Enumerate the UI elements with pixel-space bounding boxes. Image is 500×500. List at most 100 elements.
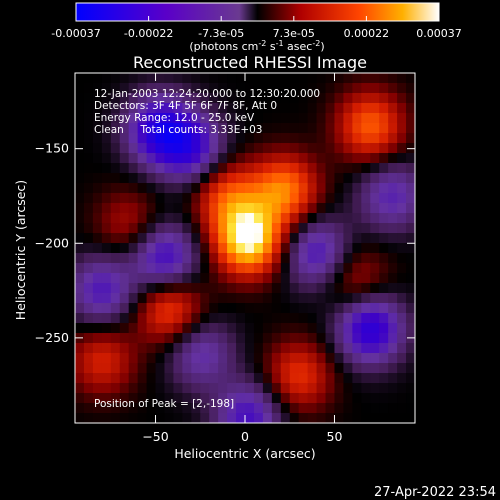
heatmap-cell [119,353,130,364]
heatmap-cell [236,183,246,194]
heatmap-cell [307,383,318,394]
colorbar-tick-label: -7.3e-05 [198,27,244,40]
heatmap-cell [334,343,345,354]
heatmap-cell [83,263,94,274]
heatmap-cell [200,283,210,294]
heatmap-cell [83,173,94,184]
heatmap-cell [182,283,192,294]
heatmap-cell [253,263,264,274]
heatmap-cell [182,163,192,174]
heatmap-cell [101,223,112,234]
heatmap-cell [92,413,103,423]
heatmap-cell [352,203,362,214]
heatmap-cell [334,133,345,144]
heatmap-cell [361,313,371,324]
heatmap-cell [164,213,175,224]
heatmap-cell [164,283,175,294]
heatmap-cell [262,313,273,324]
heatmap-cell [101,193,112,204]
heatmap-cell [110,293,121,304]
heatmap-cell [280,293,291,304]
heatmap-cell [289,373,300,384]
heatmap-cell [352,223,362,234]
heatmap-cell [227,173,237,184]
heatmap-cell [307,203,318,214]
heatmap-cell [352,363,362,374]
heatmap-cell [352,293,362,304]
heatmap-cell [289,83,300,94]
heatmap-cell [92,313,103,324]
heatmap-cell [101,253,112,264]
heatmap-cell [236,393,246,404]
heatmap-cell [307,233,318,244]
heatmap-cell [334,403,345,414]
heatmap-cell [262,133,273,144]
heatmap-cell [119,233,130,244]
heatmap-cell [236,123,246,134]
heatmap-cell [361,183,371,194]
heatmap-cell [406,253,415,264]
heatmap-cell [236,223,246,234]
heatmap-cell [343,133,353,144]
heatmap-cell [352,263,362,274]
heatmap-cell [325,83,336,94]
heatmap-cell [128,93,139,104]
heatmap-cell [245,163,255,174]
heatmap-cell [388,213,398,224]
heatmap-cell [343,373,353,384]
heatmap-cell [101,403,112,414]
heatmap-cell [236,243,246,254]
heatmap-cell [397,303,407,314]
heatmap-cell [75,253,85,264]
heatmap-cell [191,273,201,284]
heatmap-cell [361,353,371,364]
heatmap-cell [209,253,219,264]
heatmap-cell [245,383,255,394]
heatmap-cell [271,93,282,104]
heatmap-cell [146,93,157,104]
heatmap-cell [83,123,94,134]
heatmap-cell [307,273,318,284]
heatmap-cell [209,103,219,114]
heatmap-cell [227,403,237,414]
heatmap-cell [209,403,219,414]
heatmap-cell [397,163,407,174]
heatmap-cell [200,153,210,164]
heatmap-cell [236,273,246,284]
heatmap-cell [379,353,389,364]
heatmap-cell [316,243,327,254]
heatmap-cell [388,413,398,423]
heatmap-cell [128,363,139,374]
heatmap-cell [92,393,103,404]
heatmap-cell [182,373,192,384]
heatmap-cell [271,393,282,404]
heatmap-cell [316,393,327,404]
heatmap-cell [110,403,121,414]
heatmap-cell [218,413,228,423]
heatmap-cell [137,173,148,184]
heatmap-cell [101,123,112,134]
heatmap-cell [128,343,139,354]
heatmap-cell [379,203,389,214]
heatmap-cell [343,223,353,234]
heatmap-cell [370,133,380,144]
heatmap-cell [83,103,94,114]
heatmap-cell [280,83,291,94]
heatmap-cell [92,163,103,174]
heatmap-cell [164,233,175,244]
heatmap-cell [227,283,237,294]
heatmap-cell [352,173,362,184]
heatmap-cell [325,333,336,344]
heatmap-cell [218,93,228,104]
heatmap-cell [164,133,175,144]
heatmap-cell [334,393,345,404]
heatmap-cell [343,403,353,414]
heatmap-cell [289,233,300,244]
heatmap-cell [253,273,264,284]
heatmap-cell [379,343,389,354]
heatmap-cell [245,273,255,284]
heatmap-cell [397,343,407,354]
heatmap-cell [253,153,264,164]
colorbar [75,2,440,22]
heatmap-cell [146,233,157,244]
